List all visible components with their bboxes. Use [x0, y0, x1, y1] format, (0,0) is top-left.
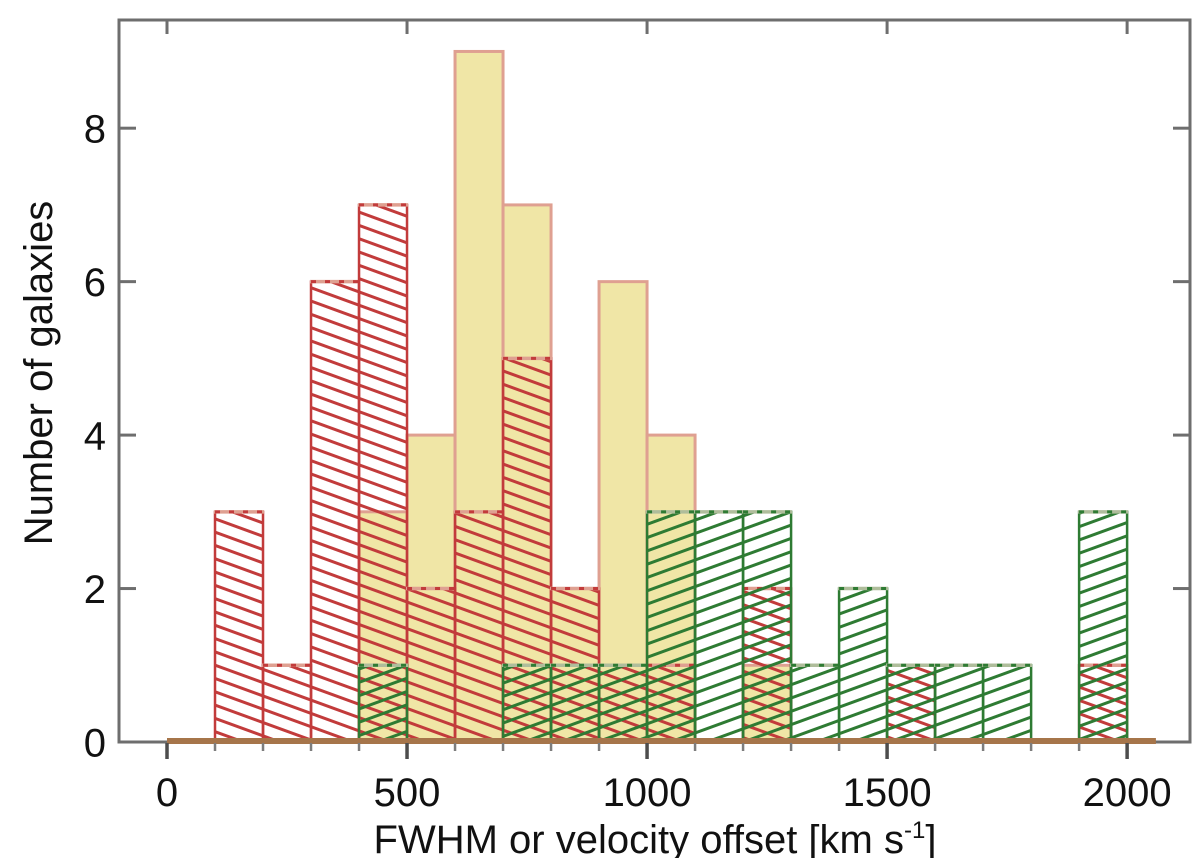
- y-tick-label: 2: [84, 568, 106, 612]
- axis-tick-labels: 0 500 1000 1500 2000 0 2 4 6 8: [84, 108, 1172, 815]
- axis-ticks: [120, 21, 1189, 759]
- x-tick-label: 0: [156, 771, 178, 815]
- x-axis-label: FWHM or velocity offset [km s-1]: [374, 817, 937, 858]
- hatched-bar: [357, 203, 409, 744]
- hatched-bar: [357, 664, 409, 744]
- hatched-bar: [837, 587, 889, 744]
- hatched-bar: [741, 510, 793, 744]
- y-tick-label: 6: [84, 261, 106, 305]
- x-tick-label: 1000: [603, 771, 692, 815]
- x-tick-label: 2000: [1083, 771, 1172, 815]
- hatched-bar: [549, 664, 601, 744]
- hatched-bar: [309, 280, 361, 744]
- hatched-bar: [693, 510, 745, 744]
- hatched-bar: [261, 664, 313, 744]
- hatched-bar: [405, 587, 457, 744]
- x-tick-label: 1500: [843, 771, 932, 815]
- green-hatched-histogram: [357, 510, 1129, 744]
- hatched-bar: [501, 664, 553, 744]
- x-tick-label: 500: [374, 771, 441, 815]
- y-tick-label: 0: [84, 722, 106, 766]
- hatched-bar: [933, 664, 985, 744]
- histogram-bars: [213, 49, 1129, 744]
- y-tick-label: 4: [84, 415, 106, 459]
- hatched-bar: [981, 664, 1033, 744]
- hatched-bar: [597, 664, 649, 744]
- hatched-bar: [213, 510, 265, 744]
- hatched-bar: [885, 664, 937, 744]
- hatched-bar: [1077, 510, 1129, 744]
- y-tick-label: 8: [84, 108, 106, 152]
- hatched-bar: [453, 510, 505, 744]
- hatched-bar: [789, 664, 841, 744]
- y-axis-label: Number of galaxies: [17, 201, 61, 546]
- hatched-bar: [645, 510, 697, 744]
